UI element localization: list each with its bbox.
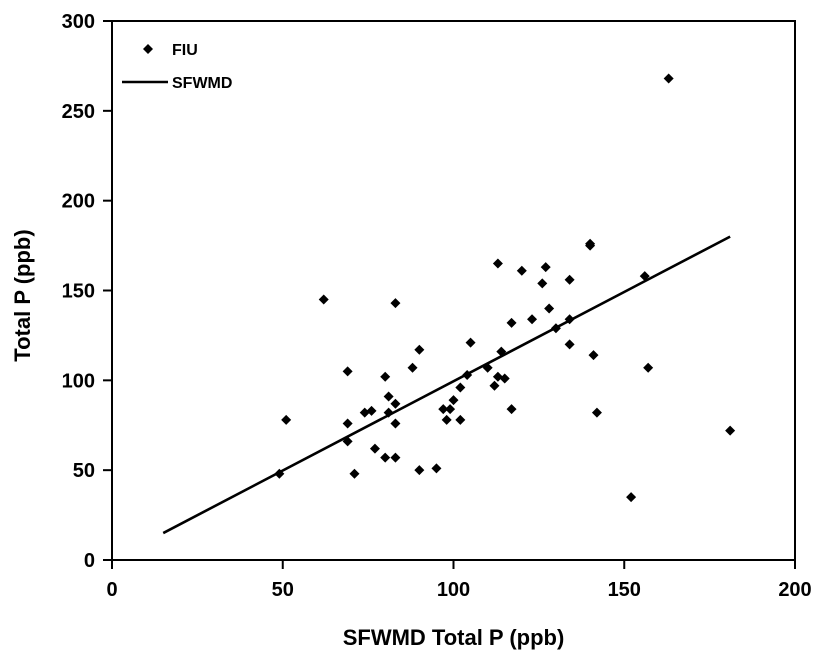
fiu-data-point (591, 407, 602, 418)
y-tick-label: 300 (62, 11, 95, 33)
plot-area (162, 73, 736, 535)
fiu-data-point (465, 337, 476, 348)
axes: 0 50 100 150 200 0 50 100 150 200 250 300 (62, 11, 812, 601)
fiu-data-point (564, 274, 575, 285)
x-tick-label: 50 (272, 579, 294, 601)
y-tick-label: 100 (62, 370, 95, 392)
legend-fiu-marker (143, 44, 153, 54)
fiu-data-point (643, 362, 654, 373)
fiu-data-point (445, 404, 456, 415)
x-tick-label: 150 (608, 579, 641, 601)
fiu-data-point (537, 278, 548, 289)
fiu-data-point (585, 238, 596, 249)
x-tick-label: 0 (106, 579, 117, 601)
fiu-data-point (492, 371, 503, 382)
fiu-data-point (588, 350, 599, 361)
fiu-data-point (540, 262, 551, 273)
fiu-data-point (431, 463, 442, 474)
fiu-data-point (349, 468, 360, 479)
fiu-data-point (516, 265, 527, 276)
legend-sfwmd-label: SFWMD (172, 75, 232, 92)
fiu-data-point (390, 418, 401, 429)
fiu-data-point (390, 452, 401, 463)
y-tick-label: 50 (73, 460, 95, 482)
x-tick-label: 100 (437, 579, 470, 601)
fiu-data-point (448, 395, 459, 406)
fiu-data-point (414, 344, 425, 355)
y-axis-title: Total P (ppb) (10, 229, 35, 361)
fiu-data-point (359, 407, 370, 418)
fiu-data-point (506, 317, 517, 328)
fiu-data-point (489, 380, 500, 391)
fiu-data-point (499, 373, 510, 384)
fiu-data-point (414, 465, 425, 476)
fiu-data-point (544, 303, 555, 314)
y-tick-label: 200 (62, 191, 95, 213)
fiu-data-point (369, 443, 380, 454)
fiu-data-point (441, 414, 452, 425)
fiu-data-point (342, 418, 353, 429)
fiu-data-point (506, 404, 517, 415)
x-tick-label: 200 (778, 579, 811, 601)
fiu-data-point (455, 414, 466, 425)
fiu-data-point (407, 362, 418, 373)
fiu-data-point (564, 339, 575, 350)
fiu-data-point (366, 405, 377, 416)
fiu-data-point (380, 452, 391, 463)
fiu-data-point (455, 382, 466, 393)
fiu-data-point (492, 258, 503, 269)
fiu-data-point (527, 314, 538, 325)
fiu-data-point (725, 425, 736, 436)
fiu-data-point (281, 414, 292, 425)
y-tick-label: 0 (84, 550, 95, 572)
fiu-data-point (390, 298, 401, 309)
fiu-data-point (342, 366, 353, 377)
y-tick-label: 250 (62, 101, 95, 123)
plot-frame (111, 20, 796, 561)
fiu-data-point (383, 391, 394, 402)
legend-fiu-label: FIU (172, 42, 198, 59)
fiu-data-point (390, 398, 401, 409)
fiu-data-point (380, 371, 391, 382)
sfwmd-regression-line (162, 235, 731, 535)
x-axis-title: SFWMD Total P (ppb) (343, 625, 565, 650)
fiu-data-point (438, 404, 449, 415)
y-tick-label: 150 (62, 281, 95, 303)
fiu-data-point (318, 294, 329, 305)
legend: FIU SFWMD (122, 42, 232, 92)
fiu-data-point (626, 492, 637, 503)
fiu-data-point (663, 73, 674, 84)
